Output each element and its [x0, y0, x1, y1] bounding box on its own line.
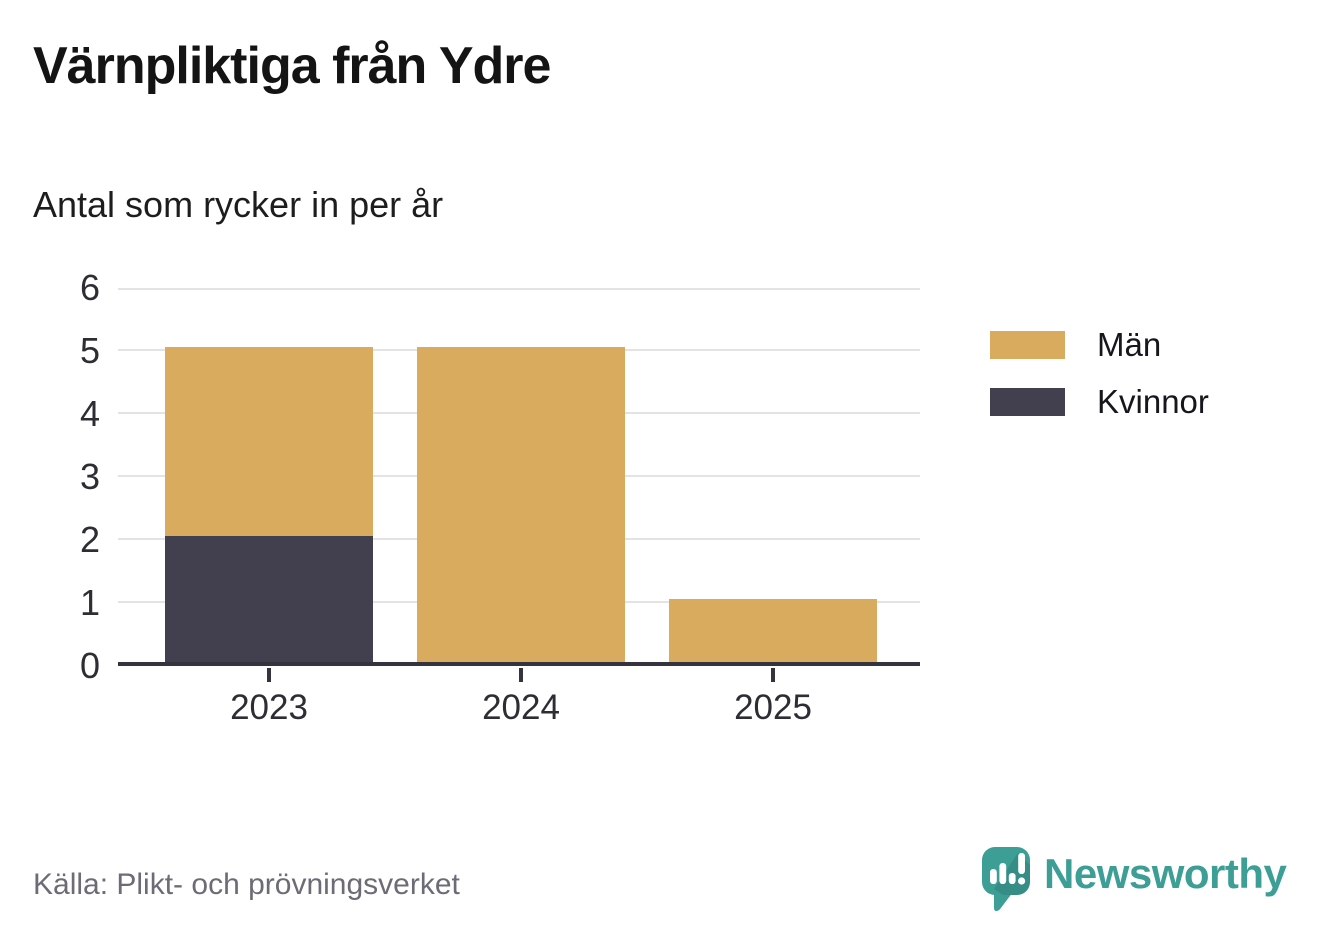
chart-subtitle: Antal som rycker in per år — [33, 184, 444, 225]
y-tick-label: 0 — [79, 645, 100, 686]
chart-title: Värnpliktiga från Ydre — [33, 37, 551, 95]
y-tick-label: 2 — [79, 519, 100, 560]
x-tick-mark — [519, 668, 523, 682]
bar-segment-män-2024 — [417, 347, 625, 662]
y-tick-label: 3 — [79, 456, 100, 497]
legend-item-män: Män — [990, 326, 1209, 363]
x-tick-label: 2025 — [734, 688, 812, 727]
brand-name: Newsworthy — [1044, 850, 1287, 897]
bar-segment-män-2025 — [669, 599, 877, 662]
gridline — [118, 288, 920, 290]
newsworthy-logo-icon — [982, 847, 1030, 912]
brand-logo: Newsworthy — [981, 846, 1287, 914]
legend-label: Kvinnor — [1097, 382, 1209, 420]
legend-label: Män — [1097, 325, 1162, 363]
source-note: Källa: Plikt- och prövningsverket — [33, 868, 460, 901]
x-tick-mark — [771, 668, 775, 682]
bar-segment-män-2023 — [165, 347, 373, 536]
legend-swatch-kvinnor — [990, 387, 1065, 416]
legend-item-kvinnor: Kvinnor — [990, 383, 1209, 420]
legend: Män Kvinnor — [990, 326, 1209, 440]
x-tick-label: 2024 — [482, 688, 560, 727]
y-tick-label: 4 — [79, 393, 100, 434]
plot-area — [118, 288, 920, 666]
y-tick-label: 1 — [79, 582, 100, 623]
bar-segment-kvinnor-2023 — [165, 536, 373, 662]
legend-swatch-män — [990, 330, 1065, 359]
x-tick-mark — [267, 668, 271, 682]
y-tick-label: 6 — [79, 267, 100, 308]
y-tick-label: 5 — [79, 330, 100, 371]
x-tick-label: 2023 — [230, 688, 308, 727]
